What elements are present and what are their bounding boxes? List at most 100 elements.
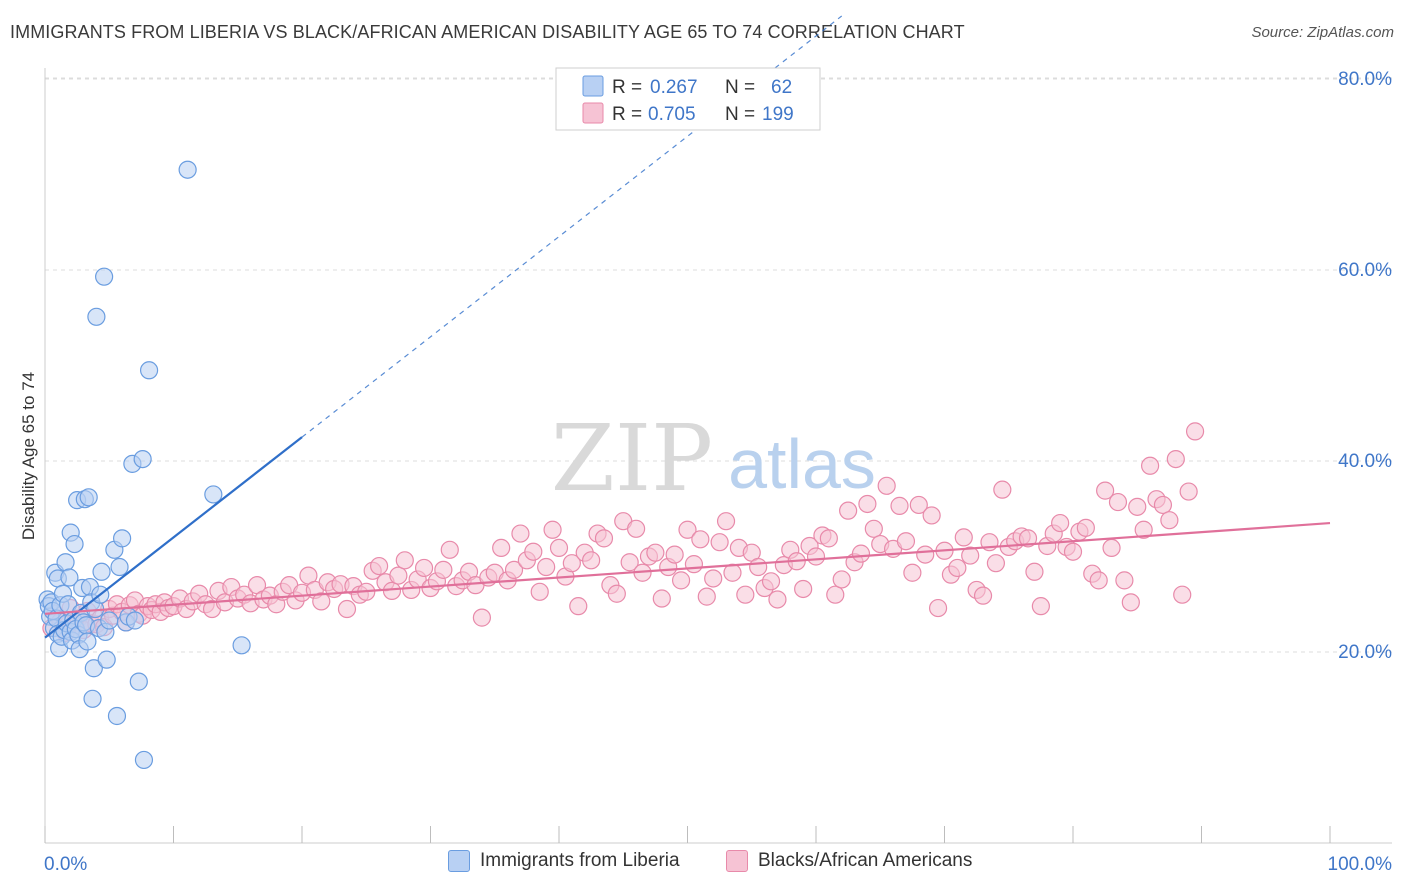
data-point-blacks — [1140, 456, 1160, 475]
watermark-zip: ZIP — [551, 405, 713, 512]
data-point-blacks — [1173, 585, 1192, 604]
data-point-blacks — [492, 538, 511, 558]
legend-label-liberia: Immigrants from Liberia — [480, 850, 680, 871]
data-point-blacks — [986, 554, 1006, 573]
data-point-blacks — [736, 585, 755, 604]
y-axis-label: Disability Age 65 to 74 — [19, 372, 38, 540]
data-point-blacks — [1153, 495, 1173, 515]
data-point-liberia — [134, 750, 154, 770]
data-point-blacks — [819, 529, 838, 548]
axes — [44, 68, 1392, 844]
data-point-blacks — [382, 581, 402, 600]
data-point-liberia — [112, 529, 132, 548]
data-point-blacks — [607, 584, 626, 603]
data-point-blacks — [665, 545, 684, 564]
data-point-blacks — [524, 542, 543, 561]
data-point-liberia — [65, 534, 84, 554]
stats-legend: R = 0.267 N = 62 R = 0.705 N = 199 — [555, 67, 821, 131]
legend-n-label-blue: N = — [725, 77, 755, 98]
data-point-blacks — [851, 544, 871, 563]
data-point-blacks — [434, 560, 453, 579]
data-point-liberia — [204, 485, 223, 504]
data-point-blacks — [594, 529, 614, 548]
data-point-blacks — [646, 543, 665, 562]
y-tick-label: 80.0% — [1338, 69, 1392, 90]
data-point-blacks — [948, 558, 967, 578]
data-point-blacks — [1063, 542, 1083, 561]
data-point-blacks — [954, 528, 973, 547]
data-point-blacks — [1031, 597, 1050, 616]
data-point-blacks — [1025, 562, 1044, 581]
data-point-blacks — [395, 551, 414, 570]
data-point-blacks — [768, 590, 787, 609]
data-point-blacks — [839, 501, 858, 520]
data-point-blacks — [678, 520, 697, 539]
data-point-blacks — [973, 586, 993, 605]
data-point-blacks — [671, 571, 691, 590]
data-point-liberia — [125, 611, 145, 630]
data-point-blacks — [909, 495, 928, 515]
data-point-blacks — [806, 547, 826, 566]
data-point-liberia — [83, 689, 102, 708]
trend-line-blacks — [44, 521, 1331, 615]
data-point-blacks — [1185, 422, 1205, 441]
data-point-blacks — [749, 557, 768, 577]
data-point-liberia — [129, 672, 148, 691]
data-point-blacks — [1096, 481, 1115, 500]
data-point-blacks — [312, 592, 331, 611]
data-point-blacks — [1134, 520, 1153, 539]
data-point-blacks — [716, 512, 736, 531]
legend-item-blacks: Blacks/African Americans — [726, 850, 972, 872]
data-point-blacks — [1108, 492, 1128, 512]
data-point-blacks — [511, 524, 530, 543]
data-point-liberia — [133, 449, 152, 469]
tick-labels: 20.0% 40.0% 60.0% 80.0% 0.0% 100.0% — [44, 69, 1392, 875]
data-point-blacks — [1089, 571, 1108, 590]
y-tick-label: 40.0% — [1338, 451, 1392, 472]
legend-r-label-pink: R = — [612, 104, 642, 125]
legend-item-liberia: Immigrants from Liberia — [448, 850, 680, 872]
data-point-blacks — [543, 520, 562, 539]
data-point-liberia — [178, 160, 197, 179]
data-point-blacks — [582, 551, 601, 570]
data-point-blacks — [1179, 482, 1198, 501]
data-point-blacks — [858, 494, 877, 514]
data-point-blacks — [1166, 449, 1185, 469]
legend-label-blacks: Blacks/African Americans — [758, 850, 973, 871]
data-point-blacks — [1051, 513, 1070, 533]
data-point-blacks — [440, 540, 459, 559]
data-point-blacks — [620, 553, 639, 572]
data-point-blacks — [1128, 497, 1147, 516]
legend-r-value-pink: 0.705 — [648, 104, 696, 125]
data-point-blacks — [414, 558, 434, 578]
trend-line-liberia — [44, 436, 303, 639]
data-point-liberia — [60, 568, 79, 587]
legend-n-label-pink: N = — [725, 104, 755, 125]
data-point-liberia — [100, 611, 119, 630]
chart-title: IMMIGRANTS FROM LIBERIA VS BLACK/AFRICAN… — [10, 22, 965, 42]
data-point-blacks — [530, 582, 549, 601]
x-tick-label: 100.0% — [1328, 854, 1393, 875]
data-point-liberia — [97, 650, 116, 669]
watermark-atlas: atlas — [728, 425, 876, 503]
data-point-liberia — [232, 636, 251, 655]
legend-n-value-blue: 62 — [771, 77, 792, 98]
data-point-liberia — [139, 361, 159, 380]
data-point-blacks — [877, 476, 896, 495]
data-point-blacks — [562, 554, 581, 573]
data-point-blacks — [864, 519, 883, 538]
data-point-blacks — [370, 556, 389, 576]
data-point-blacks — [1018, 529, 1038, 548]
data-point-blacks — [684, 555, 704, 574]
data-point-blacks — [928, 598, 948, 618]
x-tick-label: 0.0% — [44, 854, 87, 875]
y-tick-label: 20.0% — [1338, 642, 1392, 663]
data-point-blacks — [832, 570, 851, 589]
data-point-blacks — [337, 599, 357, 619]
data-point-blacks — [890, 496, 909, 515]
data-point-blacks — [794, 579, 813, 599]
data-point-blacks — [993, 480, 1012, 499]
data-point-blacks — [922, 506, 941, 525]
legend-n-value-pink: 199 — [762, 104, 794, 125]
data-point-blacks — [537, 557, 556, 577]
